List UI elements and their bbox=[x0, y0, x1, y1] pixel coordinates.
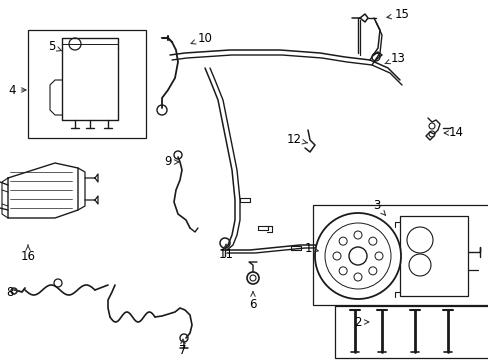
Bar bbox=[28, 30, 146, 138]
Text: 11: 11 bbox=[218, 244, 233, 261]
Text: 4: 4 bbox=[8, 84, 26, 96]
Text: 1: 1 bbox=[304, 242, 318, 255]
Text: 10: 10 bbox=[191, 31, 212, 45]
Circle shape bbox=[314, 213, 400, 299]
Text: 14: 14 bbox=[443, 126, 463, 139]
Text: 8: 8 bbox=[6, 287, 19, 300]
Text: 2: 2 bbox=[353, 315, 368, 328]
Text: 3: 3 bbox=[372, 199, 385, 215]
Bar bbox=[334, 306, 488, 358]
Bar bbox=[312, 205, 488, 305]
Text: 9: 9 bbox=[164, 156, 179, 168]
Bar bbox=[399, 216, 467, 296]
Text: 5: 5 bbox=[48, 40, 61, 54]
Text: 6: 6 bbox=[249, 292, 256, 310]
Text: 16: 16 bbox=[20, 245, 36, 264]
Text: 12: 12 bbox=[286, 134, 306, 147]
Text: 7: 7 bbox=[179, 339, 186, 356]
Text: 15: 15 bbox=[386, 9, 408, 22]
Text: 13: 13 bbox=[385, 51, 405, 64]
